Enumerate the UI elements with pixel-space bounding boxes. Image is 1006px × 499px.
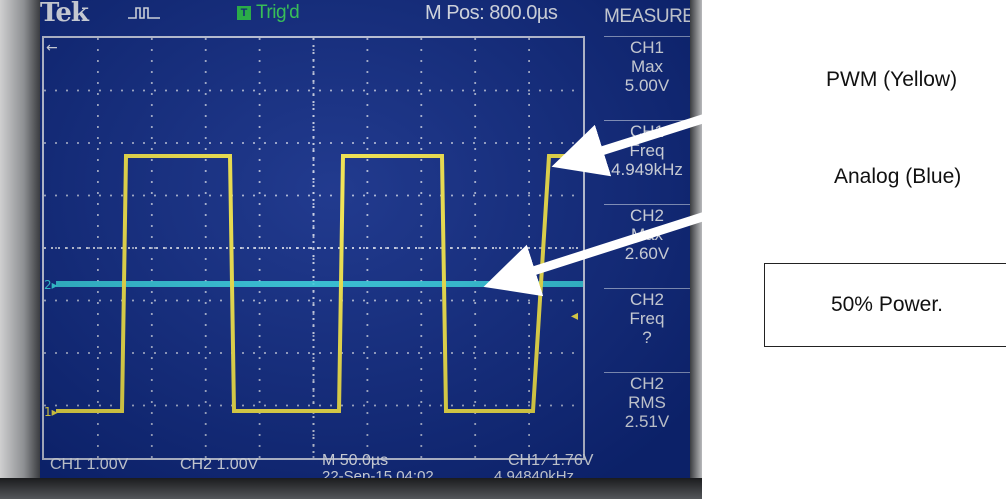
ch1-trace (56, 154, 579, 413)
scope-bezel-left (0, 0, 40, 499)
trigger-level-marker-icon: ◂ (571, 308, 578, 324)
measure-channel: CH2 (629, 206, 664, 225)
ch2-ground-marker-icon: 2▸ (44, 278, 58, 292)
power-callout-text: 50% Power. (830, 293, 944, 316)
pwm-arrow (551, 80, 812, 177)
measure-type: Max (630, 57, 664, 76)
measure-value: 2.51V (624, 412, 670, 431)
oscilloscope-photo: Tek T Trig'd M Pos: 800.0µs MEASURE 1▸ 2▸… (0, 0, 702, 499)
measure-box: CH1 Max 5.00V (604, 36, 690, 116)
measure-channel: CH1 (629, 38, 664, 57)
ch1-ground-marker-icon: 1▸ (44, 405, 58, 419)
ch2-scale: CH2 1.00V (180, 456, 259, 473)
timestamp: 22-Sep-15 04:02 (322, 468, 434, 478)
scope-screen: Tek T Trig'd M Pos: 800.0µs MEASURE 1▸ 2▸… (40, 0, 690, 478)
measure-channel: CH2 (629, 290, 664, 309)
measure-value: 2.60V (624, 244, 670, 263)
measure-panel: CH1Max5.00VCH1Freq4.949kHzCH2Max2.60VCH2… (604, 36, 690, 456)
trigger-position-marker-icon: ← (46, 40, 58, 56)
measure-channel: CH2 (629, 374, 664, 393)
trigger-frequency: 4.94840kHz (494, 468, 575, 478)
measure-type: Freq (629, 141, 665, 160)
measure-type: Freq (629, 309, 665, 328)
brand-logo: Tek (40, 0, 89, 28)
scope-readout-bar: CH1 1.00V CH2 1.00V M 50.0µs 22-Sep-15 0… (40, 452, 690, 478)
horizontal-position: M Pos: 800.0µs (425, 2, 558, 24)
analog-label: Analog (Blue) (834, 165, 962, 188)
measure-type: RMS (628, 393, 666, 412)
trigger-status-indicator: T (237, 6, 251, 20)
measure-value: ? (642, 328, 652, 347)
measure-menu-title: MEASURE (604, 6, 690, 27)
timebase: M 50.0µs (322, 452, 389, 469)
trigger-status-text: Trig'd (256, 2, 300, 23)
pulse-trigger-icon (128, 7, 160, 19)
trigger-level: CH1 ∕ 1.76V (508, 452, 594, 469)
measure-value: 4.949kHz (611, 160, 683, 179)
ch1-scale: CH1 1.00V (50, 456, 129, 473)
measure-box: CH2 RMS 2.51V (604, 372, 690, 452)
measure-value: 5.00V (624, 76, 670, 95)
pwm-label: PWM (Yellow) (826, 68, 958, 91)
measure-box: CH2 Freq? (604, 288, 690, 368)
analog-arrow (483, 175, 820, 297)
scope-bezel-bottom (0, 478, 702, 499)
scope-status-bar: Tek T Trig'd M Pos: 800.0µs MEASURE (40, 0, 690, 28)
power-callout-box: 50% Power. (764, 263, 1006, 347)
